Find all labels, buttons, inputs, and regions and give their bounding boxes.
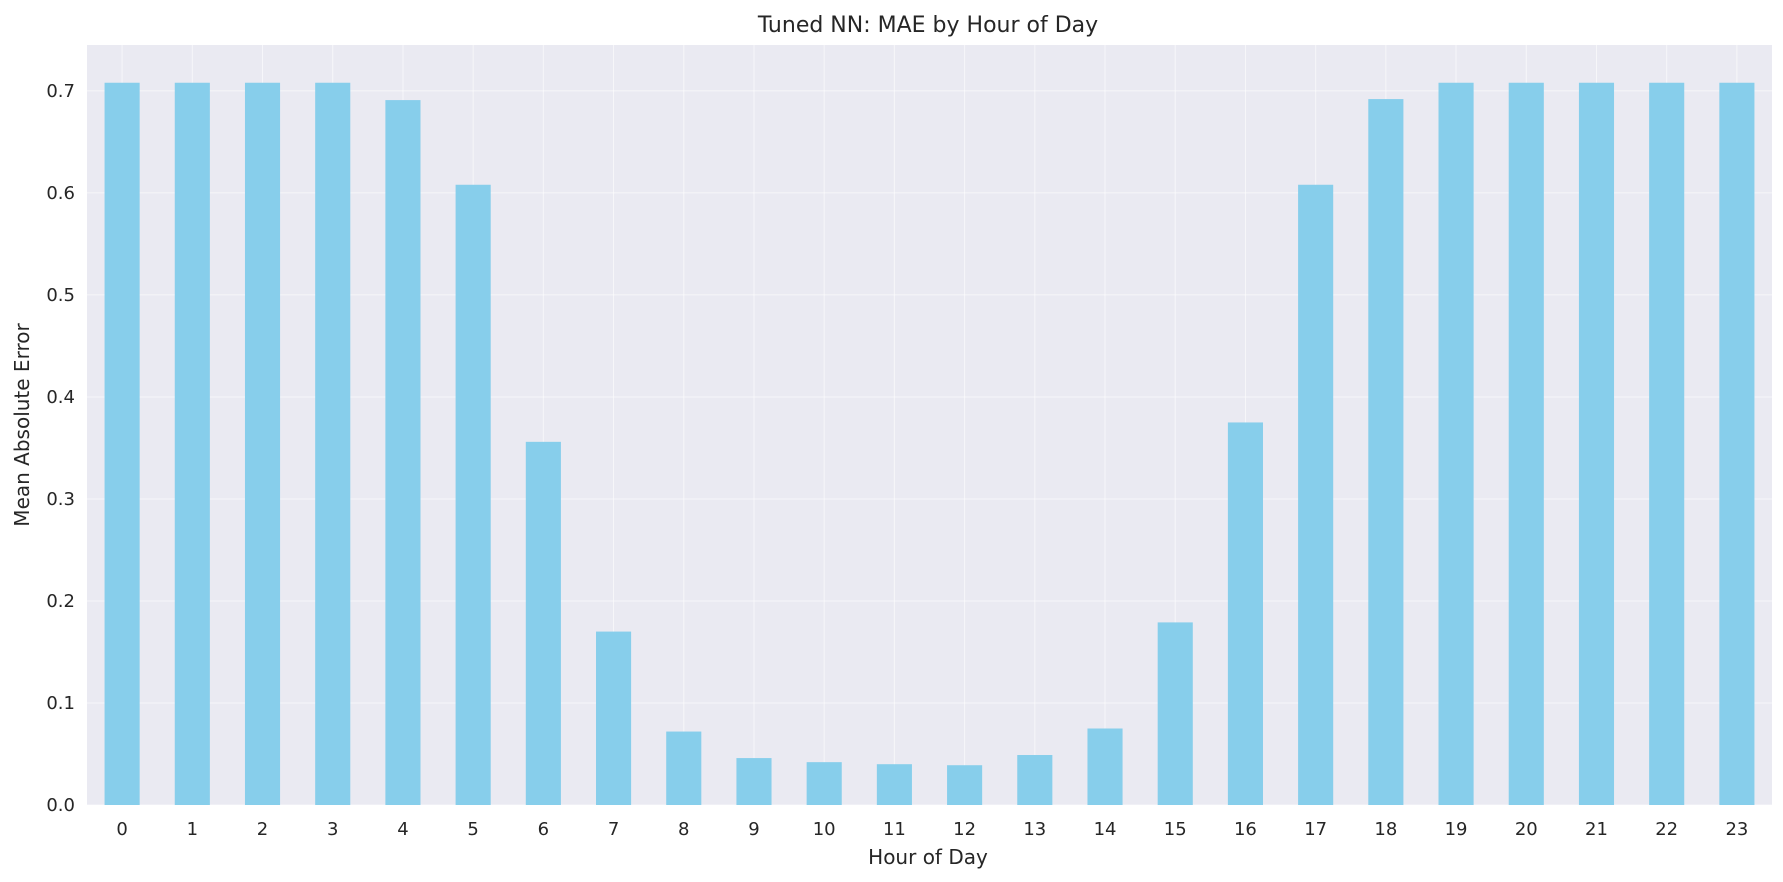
bar-hour-11 (876, 764, 912, 805)
bar-hour-3 (315, 82, 351, 805)
bar-hour-8 (666, 731, 702, 805)
bar-hour-17 (1298, 184, 1334, 805)
bar-hour-18 (1368, 99, 1404, 805)
x-tick-label: 0 (116, 819, 127, 840)
y-axis-label: Mean Absolute Error (10, 323, 34, 527)
bar-hour-13 (1017, 755, 1053, 805)
x-tick-label: 11 (883, 819, 906, 840)
x-tick-label: 21 (1585, 819, 1608, 840)
x-tick-label: 20 (1515, 819, 1538, 840)
x-tick-label: 8 (678, 819, 689, 840)
bar-hour-6 (525, 441, 561, 805)
plot-area (87, 45, 1772, 805)
x-tick-label: 12 (953, 819, 976, 840)
bar-hour-21 (1578, 82, 1615, 805)
x-tick-label: 13 (1023, 819, 1046, 840)
bar-hour-12 (947, 765, 983, 805)
x-tick-label: 9 (748, 819, 759, 840)
chart-title: Tuned NN: MAE by Hour of Day (757, 13, 1098, 38)
y-tick-label: 0.5 (46, 285, 75, 306)
y-tick-label: 0.0 (46, 795, 75, 816)
x-tick-label: 16 (1234, 819, 1257, 840)
y-tick-label: 0.6 (46, 183, 75, 204)
bar-hour-22 (1649, 82, 1685, 805)
bar-hour-15 (1157, 622, 1193, 805)
bar-hour-1 (174, 82, 210, 805)
y-tick-label: 0.7 (46, 81, 75, 102)
bar-layer (104, 82, 1755, 805)
x-tick-label: 4 (397, 819, 408, 840)
x-tick-label: 10 (813, 819, 836, 840)
bar-hour-5 (455, 184, 491, 805)
y-tick-label: 0.3 (46, 489, 75, 510)
x-tick-label: 18 (1374, 819, 1397, 840)
x-tick-label: 1 (187, 819, 198, 840)
x-tick-label: 19 (1445, 819, 1468, 840)
bar-hour-2 (244, 82, 281, 805)
x-tick-label: 15 (1164, 819, 1187, 840)
x-tick-label: 17 (1304, 819, 1327, 840)
x-axis-label: Hour of Day (868, 845, 988, 869)
x-tick-label: 23 (1725, 819, 1748, 840)
x-tick-labels: 0 1 2 3 4 5 6 7 8 9 10 11 12 13 14 15 16 17 18 19 20 21 22 23 (116, 819, 1748, 840)
y-tick-labels: 0.0 0.1 0.2 0.3 0.4 0.5 0.6 0.7 (46, 81, 75, 816)
bar-hour-14 (1087, 728, 1123, 805)
bar-hour-23 (1719, 82, 1755, 805)
x-tick-label: 6 (538, 819, 549, 840)
x-tick-label: 3 (327, 819, 338, 840)
x-tick-label: 2 (257, 819, 268, 840)
x-tick-label: 7 (608, 819, 619, 840)
bar-hour-7 (596, 631, 632, 805)
bar-hour-9 (736, 758, 772, 805)
bar-hour-4 (385, 100, 421, 805)
bar-hour-10 (806, 762, 842, 805)
y-tick-label: 0.1 (46, 693, 75, 714)
bar-hour-20 (1508, 82, 1544, 805)
x-tick-label: 22 (1655, 819, 1678, 840)
y-tick-label: 0.2 (46, 591, 75, 612)
bar-hour-16 (1227, 422, 1263, 805)
bar-hour-19 (1438, 82, 1474, 805)
bar-hour-0 (104, 82, 140, 805)
x-tick-label: 14 (1094, 819, 1117, 840)
y-tick-label: 0.4 (46, 387, 75, 408)
x-tick-label: 5 (467, 819, 478, 840)
